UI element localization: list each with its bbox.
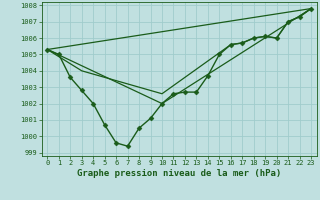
X-axis label: Graphe pression niveau de la mer (hPa): Graphe pression niveau de la mer (hPa) <box>77 169 281 178</box>
